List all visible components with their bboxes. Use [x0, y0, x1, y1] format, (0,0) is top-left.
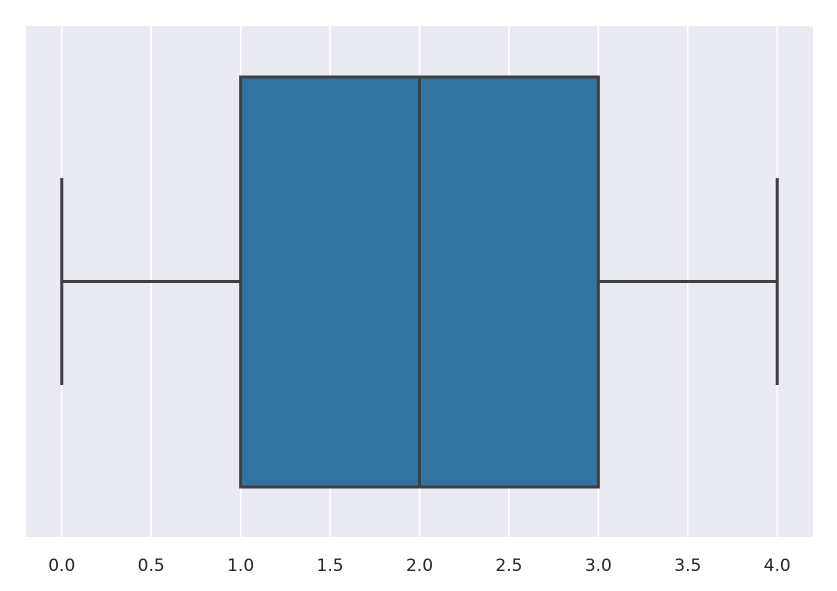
x-tick-label: 1.0: [227, 556, 254, 576]
x-tick-label: 2.0: [406, 556, 433, 576]
x-tick-label: 0.5: [138, 556, 165, 576]
x-tick-label: 3.5: [674, 556, 701, 576]
x-tick-label: 2.5: [495, 556, 522, 576]
x-tick-label: 1.5: [317, 556, 344, 576]
x-tick-label: 0.0: [48, 556, 75, 576]
x-tick-label: 3.0: [585, 556, 612, 576]
x-tick-label: 4.0: [764, 556, 791, 576]
